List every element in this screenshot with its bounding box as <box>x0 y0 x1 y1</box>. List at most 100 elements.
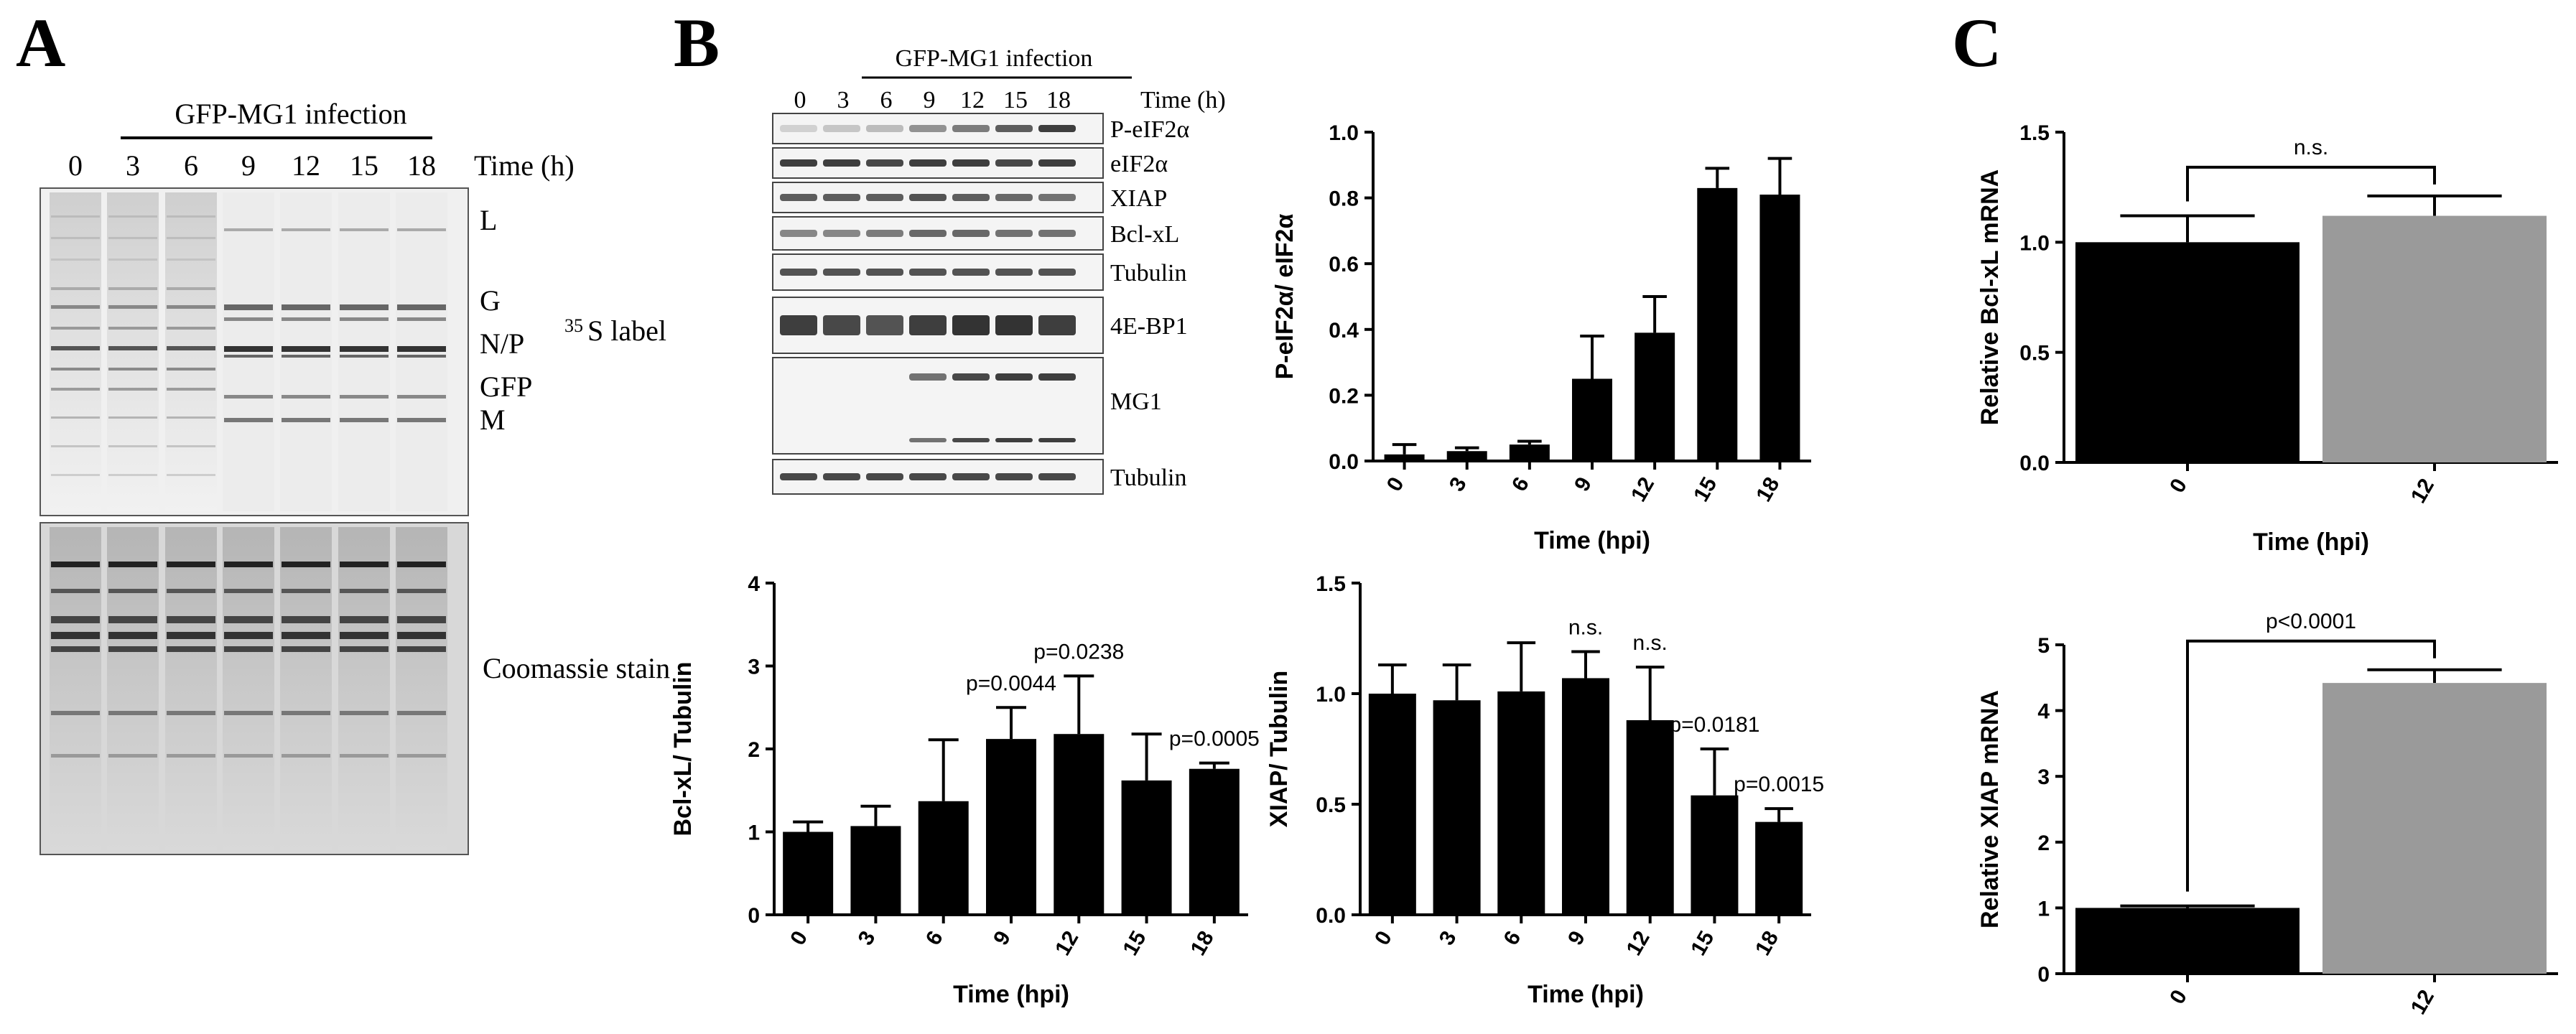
gel-band <box>224 228 273 231</box>
bar-15 <box>1691 795 1739 915</box>
gel-band <box>282 346 330 352</box>
bar-9 <box>986 739 1036 915</box>
gel-lane <box>50 527 101 850</box>
blot-band <box>995 230 1033 237</box>
gel-band <box>108 305 157 309</box>
gel-band <box>51 368 100 371</box>
gel-band <box>397 711 446 715</box>
blot-band <box>909 125 947 132</box>
s35-superscript: 35 <box>564 315 583 336</box>
significance-annotation: p=0.0181 <box>1669 713 1759 737</box>
gel-band <box>224 711 273 715</box>
x-tick-label: 6 <box>921 927 948 949</box>
gel-band <box>282 304 330 310</box>
blot-band <box>866 315 903 335</box>
bar-0 <box>1384 454 1425 461</box>
gel-lane <box>107 192 159 511</box>
blot-band <box>866 125 903 132</box>
gel-band <box>108 416 157 419</box>
gel-band <box>340 355 389 358</box>
gel-band <box>340 317 389 321</box>
blot-band <box>909 315 947 335</box>
x-tick-label: 12 <box>1622 927 1655 959</box>
gel-band <box>282 589 330 593</box>
y-tick-label: 1.5 <box>1316 572 1346 596</box>
bar-12 <box>1054 734 1105 915</box>
gel-band <box>108 388 157 391</box>
panel-label-b: B <box>674 4 720 81</box>
gel-band <box>282 562 330 567</box>
x-tick-label: 12 <box>2407 475 2439 507</box>
gel-band <box>51 258 100 261</box>
significance-annotation: n.s. <box>1633 631 1668 655</box>
x-tick-label: 18 <box>1751 927 1783 959</box>
gel-band <box>167 346 215 350</box>
significance-annotation: p=0.0005 <box>1169 727 1260 751</box>
gel-band <box>397 228 446 231</box>
gel-band <box>397 616 446 623</box>
blot-band <box>780 315 817 335</box>
y-tick-label: 2 <box>2037 832 2050 855</box>
gel-lane <box>50 192 101 511</box>
gel-band <box>224 632 273 639</box>
panel-a-timepoint: 0 <box>68 149 83 182</box>
blot-band <box>952 438 990 442</box>
blot-band <box>909 373 947 381</box>
gel-band <box>108 346 157 350</box>
blot-band <box>1038 230 1076 237</box>
gel-band <box>397 754 446 758</box>
significance-annotation: p=0.0015 <box>1734 773 1824 796</box>
gel-band <box>108 474 157 476</box>
blot-band <box>995 438 1033 442</box>
y-tick-label: 0.5 <box>2019 342 2050 365</box>
blot-band <box>866 159 903 167</box>
gel-band <box>108 711 157 715</box>
y-axis-label: XIAP/ Tubulin <box>1265 671 1293 827</box>
y-tick-label: 0.0 <box>1329 450 1359 474</box>
gel-band <box>224 418 273 422</box>
panel-a-timepoint: 6 <box>184 149 198 182</box>
blot-band <box>952 373 990 381</box>
bar-3 <box>850 826 901 915</box>
panel-label-c: C <box>1952 4 2002 81</box>
x-tick-label: 6 <box>1507 473 1534 495</box>
x-tick-label: 3 <box>1435 927 1461 949</box>
gel-band <box>167 754 215 758</box>
blot-band <box>823 159 860 167</box>
x-axis-label: Time (hpi) <box>1528 981 1644 1008</box>
blot-row-label: MG1 <box>1110 388 1162 415</box>
y-axis-label: P-eIF2α/ eIF2α <box>1271 214 1298 380</box>
significance-annotation: p=0.0044 <box>966 671 1056 695</box>
blot-band <box>780 125 817 132</box>
gel-band <box>340 589 389 593</box>
x-tick-label: 18 <box>1752 473 1784 506</box>
blot-band <box>909 230 947 237</box>
panel-b-infection-label: GFP-MG1 infection <box>896 45 1093 72</box>
bar-0 <box>1368 694 1416 915</box>
x-axis-label: Time (hpi) <box>2253 528 2369 556</box>
gel-band <box>167 646 215 652</box>
gel-band <box>282 616 330 623</box>
bar-12 <box>1635 332 1675 461</box>
gel-band <box>167 327 215 330</box>
panel-a-time-label: Time (h) <box>474 149 575 182</box>
gel-band <box>51 388 100 391</box>
blot-band <box>1038 159 1076 167</box>
y-tick-label: 0 <box>2037 963 2050 987</box>
blot-band <box>1038 315 1076 335</box>
y-tick-label: 0.0 <box>2019 452 2050 475</box>
bar-12 <box>2322 683 2547 974</box>
gel-band <box>340 711 389 715</box>
gel-band <box>397 395 446 399</box>
blot-band <box>823 269 860 276</box>
gel-band <box>340 418 389 422</box>
x-axis-label: Time (hpi) <box>953 981 1069 1008</box>
blot-band <box>866 269 903 276</box>
panel-b-timepoint: 18 <box>1046 87 1071 113</box>
y-tick-label: 1.0 <box>1316 683 1346 707</box>
gel-band <box>51 287 100 290</box>
x-tick-label: 12 <box>1051 927 1083 959</box>
x-tick-label: 12 <box>2407 986 2439 1018</box>
blot-row-label: 4E-BP1 <box>1110 313 1188 340</box>
